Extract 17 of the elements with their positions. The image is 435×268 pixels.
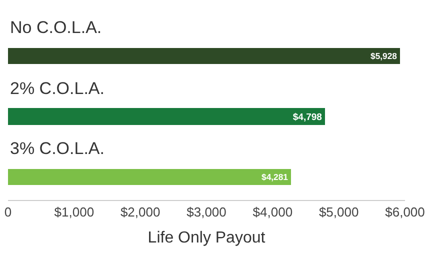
bar xyxy=(8,169,291,185)
data-label: $4,798 xyxy=(292,112,322,123)
data-label: $5,928 xyxy=(370,51,398,61)
data-label: $4,281 xyxy=(262,172,288,182)
x-tick-label: $3,000 xyxy=(186,204,226,220)
y-tick-label: 2% C.O.L.A. xyxy=(10,79,104,98)
x-tick-label: $2,000 xyxy=(120,204,160,220)
y-tick-label: 3% C.O.L.A. xyxy=(10,139,104,158)
x-tick-label: $6,000 xyxy=(385,204,425,220)
bar xyxy=(8,48,400,64)
x-tick-label: $5,000 xyxy=(318,204,359,220)
x-tick-label: 0 xyxy=(4,204,12,220)
y-tick-label: No C.O.L.A. xyxy=(10,18,102,37)
x-tick-label: $1,000 xyxy=(54,204,94,220)
x-tick-label: $4,000 xyxy=(252,204,293,220)
x-axis-title: Life Only Payout xyxy=(148,229,266,246)
bar xyxy=(8,108,325,125)
